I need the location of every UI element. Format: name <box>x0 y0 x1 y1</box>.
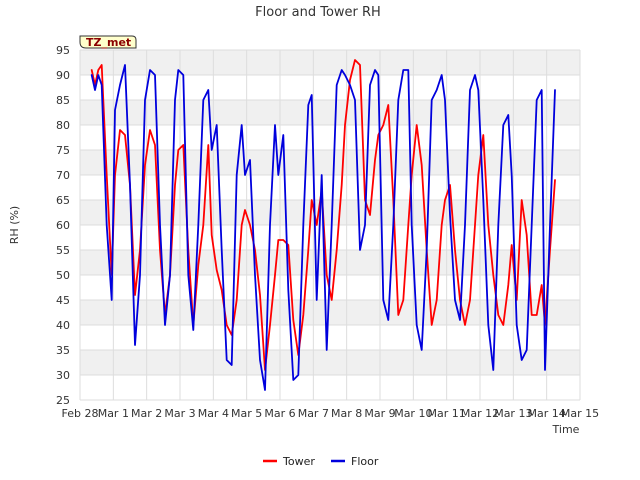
y-tick-label: 60 <box>56 219 70 232</box>
y-tick-label: 25 <box>56 394 70 407</box>
grid-band <box>80 150 580 175</box>
grid-band <box>80 50 580 75</box>
x-tick-label: Mar 8 <box>331 407 362 420</box>
grid-band <box>80 125 580 150</box>
y-tick-label: 40 <box>56 319 70 332</box>
x-tick-label: Mar 2 <box>131 407 162 420</box>
y-tick-label: 95 <box>56 44 70 57</box>
tz-badge: TZ_met <box>79 35 137 49</box>
y-tick-label: 80 <box>56 119 70 132</box>
chart-title: Floor and Tower RH <box>255 5 381 20</box>
y-tick-label: 90 <box>56 69 70 82</box>
y-axis-label: RH (%) <box>8 206 21 244</box>
x-tick-label: Mar 6 <box>264 407 295 420</box>
grid-band <box>80 375 580 400</box>
tz-badge-label: TZ_met <box>86 36 131 49</box>
x-tick-label: Mar 14 <box>528 407 566 420</box>
grid-band <box>80 175 580 200</box>
x-tick-label: Mar 13 <box>494 407 532 420</box>
y-tick-label: 30 <box>56 369 70 382</box>
legend-label-tower: Tower <box>282 455 315 468</box>
grid-band <box>80 75 580 100</box>
x-tick-label: Mar 7 <box>298 407 329 420</box>
x-tick-label: Mar 9 <box>364 407 395 420</box>
legend-label-floor: Floor <box>351 455 379 468</box>
grid-band <box>80 350 580 375</box>
y-tick-label: 50 <box>56 269 70 282</box>
y-tick-label: 55 <box>56 244 70 257</box>
y-tick-label: 65 <box>56 194 70 207</box>
series-line-floor <box>90 64 556 391</box>
grid-band <box>80 100 580 125</box>
x-tick-label: Mar 11 <box>428 407 466 420</box>
x-axis: Feb 28 Mar 1 Mar 2 Mar 3 Mar 4 Mar 5 Mar 6 Mar … <box>62 407 600 420</box>
y-tick-label: 75 <box>56 144 70 157</box>
x-tick-label: Mar 5 <box>231 407 262 420</box>
series-layer <box>90 59 556 391</box>
grid-band <box>80 325 580 350</box>
y-tick-label: 85 <box>56 94 70 107</box>
x-axis-label: Time <box>552 423 580 436</box>
x-tick-label: Mar 1 <box>98 407 129 420</box>
x-tick-label: Feb 28 <box>62 407 99 420</box>
x-tick-label: Mar 12 <box>461 407 499 420</box>
y-tick-label: 45 <box>56 294 70 307</box>
grid-band <box>80 200 580 225</box>
x-tick-label: Mar 15 <box>561 407 599 420</box>
x-tick-label: Mar 3 <box>164 407 195 420</box>
x-tick-label: Mar 4 <box>198 407 229 420</box>
legend: Tower Floor <box>263 455 379 468</box>
y-tick-label: 70 <box>56 169 70 182</box>
x-tick-label: Mar 10 <box>394 407 432 420</box>
y-axis: 25 30 35 40 45 50 55 60 65 70 75 80 85 90 95 <box>56 44 70 407</box>
y-tick-label: 35 <box>56 344 70 357</box>
